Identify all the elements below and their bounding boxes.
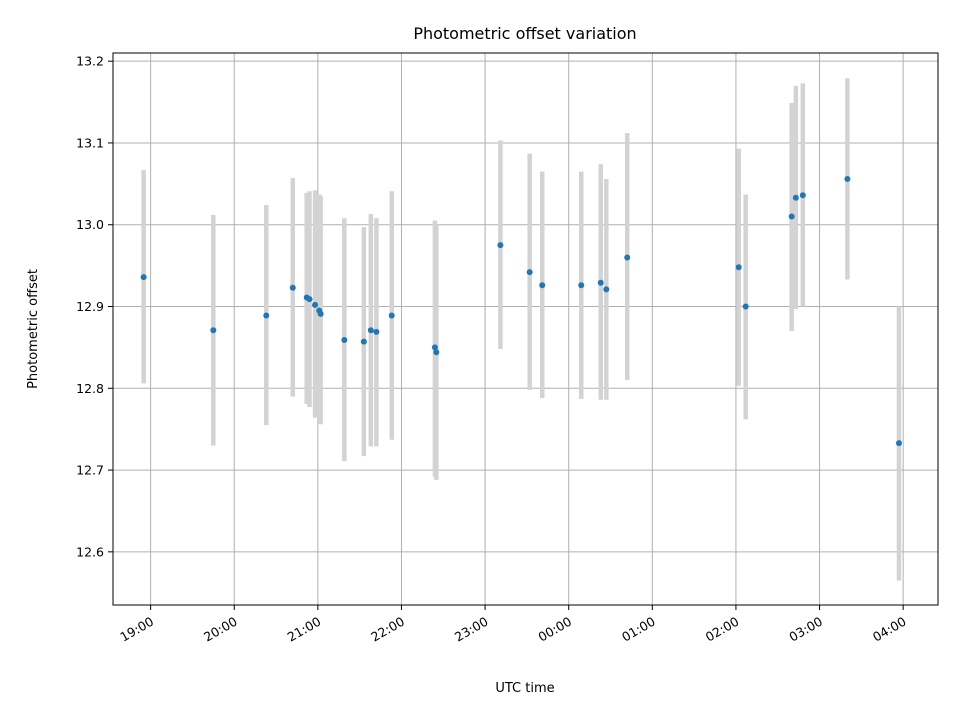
x-tick-label: 04:00 xyxy=(870,614,909,645)
x-tick-label: 01:00 xyxy=(619,614,658,645)
data-point xyxy=(360,338,367,345)
plot-frame xyxy=(112,52,939,606)
grid xyxy=(113,53,938,605)
data-points xyxy=(140,175,902,447)
y-tick-label: 12.8 xyxy=(76,381,104,396)
data-point xyxy=(844,175,851,182)
data-point xyxy=(373,328,380,335)
y-axis-label: Photometric offset xyxy=(26,269,41,389)
data-point xyxy=(367,327,374,334)
error-bars xyxy=(141,78,902,581)
data-point xyxy=(341,337,348,344)
y-tick-label: 12.6 xyxy=(76,544,104,559)
chart-title: Photometric offset variation xyxy=(413,24,636,43)
data-point xyxy=(597,279,604,286)
x-tick-label: 19:00 xyxy=(117,614,156,645)
data-point xyxy=(578,282,585,289)
x-axis-label: UTC time xyxy=(495,681,554,696)
data-point xyxy=(895,440,902,447)
data-point xyxy=(742,303,749,310)
data-point xyxy=(317,310,324,317)
data-point xyxy=(388,312,395,319)
y-tick-label: 12.9 xyxy=(76,299,104,314)
x-tick-label: 23:00 xyxy=(452,614,491,645)
data-point xyxy=(289,284,296,291)
data-point xyxy=(312,301,319,308)
x-tick-label: 20:00 xyxy=(201,614,240,645)
y-tick-label: 13.0 xyxy=(76,217,104,232)
data-point xyxy=(140,274,147,281)
x-tick-label: 00:00 xyxy=(535,614,574,645)
x-tick-label: 21:00 xyxy=(285,614,324,645)
y-tick-label: 13.1 xyxy=(76,135,104,150)
data-point xyxy=(526,269,533,276)
x-tick-label: 02:00 xyxy=(703,614,742,645)
data-point xyxy=(603,286,610,293)
y-axis: 12.6 12.7 12.8 12.9 13.0 13.1 13.2 xyxy=(76,54,113,559)
data-point xyxy=(497,242,504,249)
data-point xyxy=(735,264,742,271)
data-point xyxy=(306,296,313,303)
data-point xyxy=(210,327,217,334)
data-point xyxy=(539,282,546,289)
data-point xyxy=(799,192,806,199)
y-tick-label: 12.7 xyxy=(76,463,104,478)
y-tick-label: 13.2 xyxy=(76,54,104,69)
x-tick-label: 03:00 xyxy=(786,614,825,645)
data-point xyxy=(431,344,438,351)
data-point xyxy=(788,213,795,220)
data-point xyxy=(792,194,799,201)
x-tick-label: 22:00 xyxy=(368,614,407,645)
data-point xyxy=(263,312,270,319)
x-axis: 19:00 20:00 21:00 22:00 23:00 00:00 01:00 02:00… xyxy=(117,605,909,645)
data-point xyxy=(624,254,631,261)
data-point xyxy=(433,349,440,356)
